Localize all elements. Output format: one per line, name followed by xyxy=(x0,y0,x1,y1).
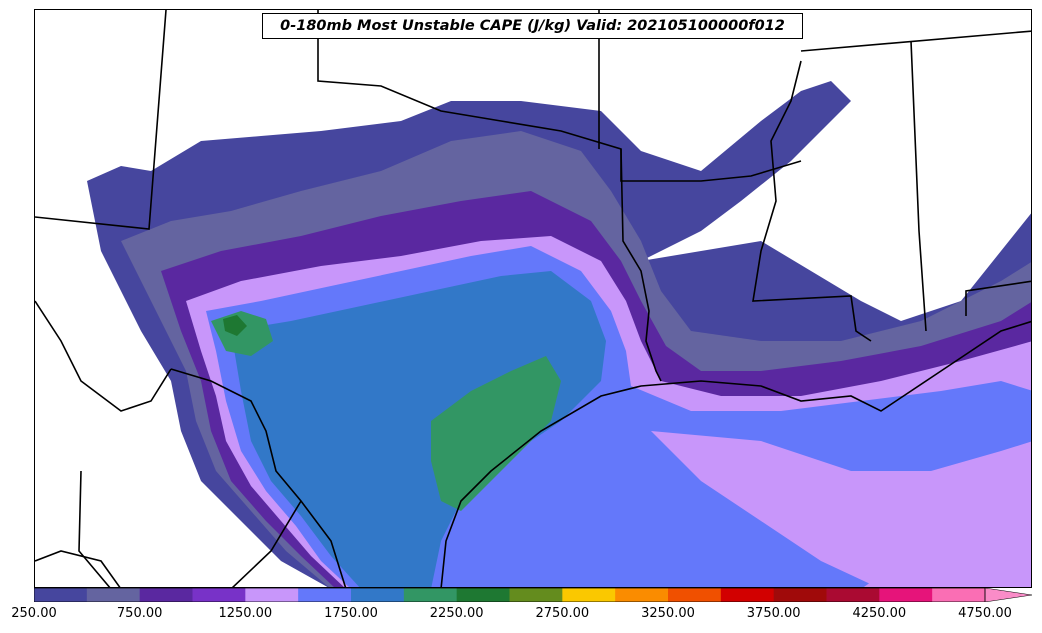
colorbar xyxy=(34,588,1032,602)
oklahoma-border xyxy=(317,10,802,182)
colorbar-tick-label: 750.00 xyxy=(116,606,163,621)
colorbar-tick-label: 1250.00 xyxy=(218,606,273,621)
colorbar-cell xyxy=(245,588,299,602)
colorbar-cell xyxy=(826,588,880,602)
colorbar-cell xyxy=(668,588,722,602)
mississippi-alabama-border xyxy=(910,40,927,332)
colorbar-cell xyxy=(403,588,458,602)
mexico-state-line-2 xyxy=(35,550,121,587)
colorbar-cell xyxy=(879,588,933,602)
cape-shading xyxy=(87,81,1031,587)
colorbar-cell xyxy=(773,588,827,602)
colorbar-cell xyxy=(932,588,986,602)
colorbar-tick-label: 250.00 xyxy=(11,606,57,621)
texas-louisiana-border xyxy=(620,148,662,382)
alabama-border xyxy=(965,280,1031,316)
cape-contour-gulf xyxy=(651,431,1031,587)
state-border-north xyxy=(35,10,167,230)
colorbar-cell xyxy=(720,588,775,602)
map-panel xyxy=(34,9,1032,588)
colorbar-cell xyxy=(86,588,141,602)
mexico-state-line-1 xyxy=(78,470,111,587)
cape-contour-2000 xyxy=(231,271,606,587)
mississippi-river xyxy=(752,60,872,342)
colorbar-cell xyxy=(298,588,352,602)
colorbar-extend-arrow xyxy=(984,588,1032,602)
colorbar-cell xyxy=(509,588,563,602)
colorbar-cell xyxy=(562,588,616,602)
mexico-state-line-3 xyxy=(231,500,302,587)
colorbar-tick-label: 2750.00 xyxy=(535,606,590,621)
cape-map xyxy=(35,10,1031,587)
cape-contour-2250 xyxy=(431,356,561,511)
map-title: 0-180mb Most Unstable CAPE (J/kg) Valid:… xyxy=(262,13,803,39)
colorbar-tick-label: 2250.00 xyxy=(429,606,484,621)
boundaries xyxy=(35,10,1031,587)
colorbar-tick-label: 1750.00 xyxy=(324,606,378,621)
gulf-coastline xyxy=(440,320,1031,587)
mexico-border-west xyxy=(35,300,172,412)
colorbar-outline xyxy=(34,588,986,602)
colorbar-cell xyxy=(139,588,193,602)
rio-grande-border xyxy=(170,368,347,587)
colorbar-cell xyxy=(615,588,669,602)
colorbar-tick-label: 3750.00 xyxy=(746,606,801,621)
colorbar-cell xyxy=(34,588,88,602)
colorbar-cell xyxy=(351,588,405,602)
colorbar-tick-label: 4750.00 xyxy=(958,606,1012,621)
colorbar-tick-label: 3250.00 xyxy=(641,606,695,621)
colorbar-cell xyxy=(192,588,246,602)
colorbar-tick-label: 4250.00 xyxy=(852,606,907,621)
cape-contour-2500 xyxy=(223,315,247,336)
colorbar-cell xyxy=(456,588,510,602)
tennessee-border xyxy=(800,30,1031,52)
